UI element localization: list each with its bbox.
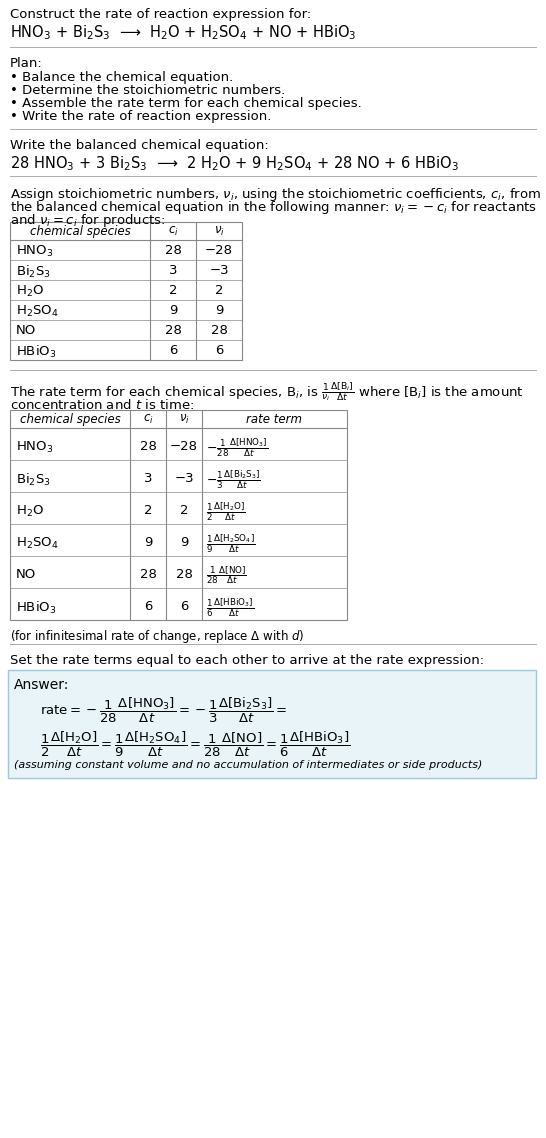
Text: 28 HNO$_3$ + 3 Bi$_2$S$_3$  ⟶  2 H$_2$O + 9 H$_2$SO$_4$ + 28 NO + 6 HBiO$_3$: 28 HNO$_3$ + 3 Bi$_2$S$_3$ ⟶ 2 H$_2$O + …	[10, 154, 459, 173]
Text: 28: 28	[176, 568, 192, 582]
Text: −3: −3	[174, 472, 194, 485]
Text: $\frac{1}{28}\frac{\Delta[\mathrm{NO}]}{\Delta t}$: $\frac{1}{28}\frac{\Delta[\mathrm{NO}]}{…	[206, 564, 247, 586]
Text: HNO$_3$ + Bi$_2$S$_3$  ⟶  H$_2$O + H$_2$SO$_4$ + NO + HBiO$_3$: HNO$_3$ + Bi$_2$S$_3$ ⟶ H$_2$O + H$_2$SO…	[10, 23, 357, 42]
Text: 6: 6	[169, 344, 177, 357]
Text: 6: 6	[180, 600, 188, 613]
Text: $-\frac{1}{3}\frac{\Delta[\mathrm{Bi_2S_3}]}{\Delta t}$: $-\frac{1}{3}\frac{\Delta[\mathrm{Bi_2S_…	[206, 468, 261, 490]
Text: −28: −28	[205, 244, 233, 257]
Text: $\frac{1}{6}\frac{\Delta[\mathrm{HBiO_3}]}{\Delta t}$: $\frac{1}{6}\frac{\Delta[\mathrm{HBiO_3}…	[206, 596, 254, 619]
Text: Set the rate terms equal to each other to arrive at the rate expression:: Set the rate terms equal to each other t…	[10, 654, 484, 667]
Text: 9: 9	[180, 536, 188, 549]
Text: Plan:: Plan:	[10, 57, 43, 71]
Text: • Determine the stoichiometric numbers.: • Determine the stoichiometric numbers.	[10, 84, 285, 97]
Text: 28: 28	[140, 440, 157, 453]
Text: the balanced chemical equation in the following manner: $\nu_i = -c_i$ for react: the balanced chemical equation in the fo…	[10, 199, 537, 216]
Text: • Balance the chemical equation.: • Balance the chemical equation.	[10, 71, 233, 84]
Text: Construct the rate of reaction expression for:: Construct the rate of reaction expressio…	[10, 8, 311, 20]
Text: HNO$_3$: HNO$_3$	[16, 244, 54, 259]
Text: $-\frac{1}{28}\frac{\Delta[\mathrm{HNO_3}]}{\Delta t}$: $-\frac{1}{28}\frac{\Delta[\mathrm{HNO_3…	[206, 436, 268, 459]
Text: 9: 9	[144, 536, 152, 549]
Text: $c_i$: $c_i$	[143, 413, 153, 426]
Text: NO: NO	[16, 324, 36, 337]
Text: concentration and $t$ is time:: concentration and $t$ is time:	[10, 398, 194, 412]
Text: chemical species: chemical species	[29, 225, 130, 238]
Text: (assuming constant volume and no accumulation of intermediates or side products): (assuming constant volume and no accumul…	[14, 760, 482, 770]
Text: Answer:: Answer:	[14, 678, 69, 692]
Text: −28: −28	[170, 440, 198, 453]
Bar	[10, 410, 347, 620]
Text: 9: 9	[169, 304, 177, 318]
Text: 3: 3	[169, 264, 177, 277]
Text: 2: 2	[215, 284, 223, 297]
Text: −3: −3	[209, 264, 229, 277]
Text: $\dfrac{1}{2}\dfrac{\Delta[\mathrm{H_2O}]}{\Delta t} = \dfrac{1}{9}\dfrac{\Delta: $\dfrac{1}{2}\dfrac{\Delta[\mathrm{H_2O}…	[40, 729, 351, 759]
Text: HBiO$_3$: HBiO$_3$	[16, 600, 56, 616]
Bar	[10, 222, 242, 360]
Text: H$_2$O: H$_2$O	[16, 284, 44, 299]
Text: H$_2$SO$_4$: H$_2$SO$_4$	[16, 536, 58, 551]
Text: 6: 6	[215, 344, 223, 357]
Text: 28: 28	[164, 244, 181, 257]
Text: Assign stoichiometric numbers, $\nu_i$, using the stoichiometric coefficients, $: Assign stoichiometric numbers, $\nu_i$, …	[10, 185, 541, 203]
Text: NO: NO	[16, 568, 36, 582]
Text: 2: 2	[144, 504, 152, 517]
Text: 6: 6	[144, 600, 152, 613]
Text: chemical species: chemical species	[20, 413, 120, 426]
Text: 28: 28	[211, 324, 228, 337]
Text: rate term: rate term	[246, 413, 302, 426]
Text: and $\nu_i = c_i$ for products:: and $\nu_i = c_i$ for products:	[10, 212, 165, 229]
Text: (for infinitesimal rate of change, replace Δ with $d$): (for infinitesimal rate of change, repla…	[10, 628, 305, 645]
Text: 28: 28	[164, 324, 181, 337]
Text: 2: 2	[169, 284, 177, 297]
Text: $\frac{1}{9}\frac{\Delta[\mathrm{H_2SO_4}]}{\Delta t}$: $\frac{1}{9}\frac{\Delta[\mathrm{H_2SO_4…	[206, 531, 256, 554]
Text: $c_i$: $c_i$	[168, 225, 179, 238]
Text: HNO$_3$: HNO$_3$	[16, 440, 54, 455]
Text: Bi$_2$S$_3$: Bi$_2$S$_3$	[16, 472, 51, 488]
Text: 3: 3	[144, 472, 152, 485]
Text: HBiO$_3$: HBiO$_3$	[16, 344, 56, 360]
Text: $\frac{1}{2}\frac{\Delta[\mathrm{H_2O}]}{\Delta t}$: $\frac{1}{2}\frac{\Delta[\mathrm{H_2O}]}…	[206, 500, 246, 522]
Text: • Write the rate of reaction expression.: • Write the rate of reaction expression.	[10, 110, 271, 123]
Text: 28: 28	[140, 568, 157, 582]
FancyBboxPatch shape	[8, 670, 536, 778]
Text: The rate term for each chemical species, B$_i$, is $\frac{1}{\nu_i}\frac{\Delta[: The rate term for each chemical species,…	[10, 380, 524, 403]
Text: H$_2$SO$_4$: H$_2$SO$_4$	[16, 304, 58, 319]
Text: $\mathrm{rate} = -\dfrac{1}{28}\dfrac{\Delta[\mathrm{HNO_3}]}{\Delta t} = -\dfra: $\mathrm{rate} = -\dfrac{1}{28}\dfrac{\D…	[40, 696, 288, 725]
Text: • Assemble the rate term for each chemical species.: • Assemble the rate term for each chemic…	[10, 97, 362, 110]
Text: $\nu_i$: $\nu_i$	[213, 225, 224, 238]
Text: $\nu_i$: $\nu_i$	[179, 413, 189, 426]
Text: Bi$_2$S$_3$: Bi$_2$S$_3$	[16, 264, 51, 280]
Text: H$_2$O: H$_2$O	[16, 504, 44, 519]
Text: 9: 9	[215, 304, 223, 318]
Text: Write the balanced chemical equation:: Write the balanced chemical equation:	[10, 139, 269, 152]
Text: 2: 2	[180, 504, 188, 517]
